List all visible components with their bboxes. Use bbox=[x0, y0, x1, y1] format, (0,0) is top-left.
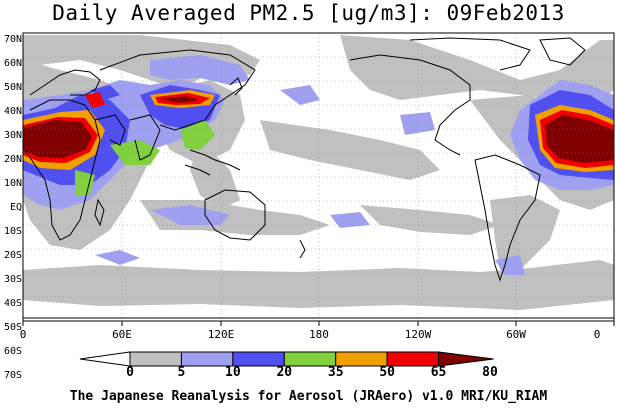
lat-label: 30N bbox=[3, 130, 22, 141]
lat-label: 10N bbox=[3, 178, 22, 189]
lon-label: 0 bbox=[593, 328, 601, 341]
concentration-field bbox=[23, 35, 614, 310]
colorbar-label: 0 bbox=[126, 365, 134, 380]
lat-label: 40S bbox=[3, 298, 22, 309]
lat-label: 50S bbox=[3, 322, 22, 333]
colorbar-label: 80 bbox=[482, 365, 498, 380]
colorbar-max-arrow bbox=[438, 351, 494, 367]
colorbar-label: 50 bbox=[379, 365, 395, 380]
axis-ticks bbox=[22, 321, 615, 326]
colorbar-segment bbox=[283, 351, 337, 367]
lon-label: 120E bbox=[207, 328, 235, 341]
lat-label: 40N bbox=[3, 106, 22, 117]
colorbar-segment bbox=[180, 351, 234, 367]
colorbar-label: 10 bbox=[225, 365, 241, 380]
lon-label: 0 bbox=[19, 328, 27, 341]
colorbar-label: 65 bbox=[430, 365, 447, 380]
lat-label: 20S bbox=[3, 250, 22, 261]
colorbar-segment bbox=[232, 351, 285, 367]
lat-label: 50N bbox=[3, 82, 22, 93]
lat-label: EQ bbox=[9, 202, 22, 213]
lon-label: 120W bbox=[404, 328, 432, 341]
map-title: Daily Averaged PM2.5 [ug/m3]: 09Feb2013 bbox=[52, 1, 565, 25]
lon-label: 60W bbox=[506, 328, 526, 341]
lon-label: 180 bbox=[309, 328, 329, 341]
colorbar-label: 5 bbox=[177, 365, 186, 380]
colorbar-min-arrow bbox=[79, 351, 131, 367]
lat-label: 10S bbox=[3, 226, 22, 237]
colorbar-segment bbox=[386, 351, 440, 367]
colorbar bbox=[79, 351, 494, 367]
lat-label: 20N bbox=[3, 154, 22, 165]
colorbar-label: 35 bbox=[327, 365, 344, 380]
lat-label: 70N bbox=[3, 34, 22, 45]
colorbar-segment bbox=[129, 351, 182, 367]
coastlines bbox=[23, 37, 614, 319]
lat-label: 60N bbox=[3, 58, 22, 69]
lon-label: 60E bbox=[112, 328, 132, 341]
colorbar-segment bbox=[335, 351, 388, 367]
lat-label: 60S bbox=[3, 346, 22, 357]
level-above-80-areas bbox=[23, 96, 614, 163]
grid-lines bbox=[23, 33, 614, 321]
lat-label: 70S bbox=[3, 370, 22, 381]
colorbar-label: 20 bbox=[276, 365, 293, 380]
footer-credit: The Japanese Reanalysis for Aerosol (JRA… bbox=[69, 389, 548, 404]
lat-label: 30S bbox=[3, 274, 22, 285]
